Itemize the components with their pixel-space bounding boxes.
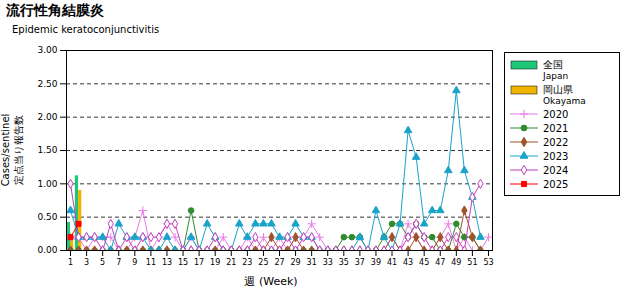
- html-text:2024: 2024: [543, 164, 569, 176]
- svg-text:49: 49: [451, 258, 461, 267]
- svg-text:39: 39: [371, 258, 381, 267]
- svg-text:2.50: 2.50: [37, 79, 57, 89]
- svg-text:33: 33: [323, 258, 333, 267]
- html-text:2021: 2021: [543, 122, 569, 134]
- svg-text:47: 47: [435, 258, 445, 267]
- html-text:2023: 2023: [543, 150, 569, 162]
- svg-text:2.00: 2.00: [37, 112, 57, 122]
- svg-text:13: 13: [162, 258, 172, 267]
- svg-text:45: 45: [419, 258, 429, 267]
- html-text:2020: 2020: [543, 108, 569, 120]
- svg-text:41: 41: [387, 258, 397, 267]
- html-text:流行性角結膜炎: 流行性角結膜炎: [6, 2, 104, 18]
- svg-text:37: 37: [355, 258, 365, 267]
- svg-text:43: 43: [403, 258, 413, 267]
- svg-text:7: 7: [116, 258, 121, 267]
- svg-text:11: 11: [146, 258, 156, 267]
- html-text:2022: 2022: [543, 136, 569, 148]
- html-text:Epidemic keratoconjunctivitis: Epidemic keratoconjunctivitis: [12, 24, 160, 35]
- html-text:岡山県: 岡山県: [543, 84, 573, 95]
- svg-text:53: 53: [483, 258, 493, 267]
- svg-text:定点当り報告数: 定点当り報告数: [13, 115, 24, 185]
- svg-text:Cases/sentinel: Cases/sentinel: [0, 114, 11, 187]
- svg-text:0.50: 0.50: [37, 212, 57, 222]
- svg-text:25: 25: [258, 258, 268, 267]
- html-text:全国: 全国: [543, 59, 563, 70]
- svg-text:1.00: 1.00: [37, 179, 57, 189]
- svg-text:35: 35: [339, 258, 349, 267]
- svg-text:1: 1: [68, 258, 73, 267]
- svg-text:0.00: 0.00: [37, 245, 57, 255]
- svg-text:9: 9: [132, 258, 137, 267]
- html-text:Okayama: Okayama: [543, 96, 586, 106]
- svg-text:3.00: 3.00: [37, 45, 57, 55]
- svg-text:3: 3: [84, 258, 89, 267]
- svg-text:31: 31: [307, 258, 317, 267]
- svg-text:1.50: 1.50: [37, 145, 57, 155]
- svg-text:5: 5: [100, 258, 105, 267]
- svg-text:17: 17: [194, 258, 204, 267]
- svg-text:29: 29: [290, 258, 300, 267]
- html-text:週 (Week): 週 (Week): [244, 275, 298, 288]
- svg-text:19: 19: [210, 258, 220, 267]
- svg-text:23: 23: [242, 258, 252, 267]
- svg-text:27: 27: [274, 258, 284, 267]
- html-text:Japan: Japan: [543, 71, 569, 81]
- svg-text:51: 51: [467, 258, 477, 267]
- html-text:2025: 2025: [543, 178, 569, 190]
- svg-text:21: 21: [226, 258, 236, 267]
- svg-text:15: 15: [178, 258, 188, 267]
